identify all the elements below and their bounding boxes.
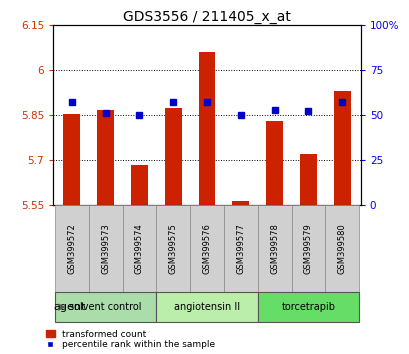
- Bar: [190, 205, 223, 292]
- Bar: [122, 205, 156, 292]
- Bar: [97, 110, 114, 205]
- Bar: [333, 91, 350, 205]
- Text: GSM399578: GSM399578: [270, 223, 279, 274]
- Bar: [299, 154, 316, 205]
- Bar: [156, 292, 257, 322]
- Bar: [131, 165, 148, 205]
- Text: GSM399576: GSM399576: [202, 223, 211, 274]
- Bar: [55, 205, 89, 292]
- Text: GSM399580: GSM399580: [337, 223, 346, 274]
- Bar: [257, 292, 358, 322]
- Text: GSM399579: GSM399579: [303, 223, 312, 274]
- Bar: [89, 205, 122, 292]
- Bar: [156, 205, 190, 292]
- Text: agent: agent: [53, 302, 85, 312]
- Text: GSM399572: GSM399572: [67, 223, 76, 274]
- Bar: [291, 205, 324, 292]
- Bar: [324, 205, 358, 292]
- Bar: [164, 108, 181, 205]
- Bar: [232, 201, 249, 205]
- Bar: [223, 205, 257, 292]
- Bar: [63, 114, 80, 205]
- Text: GSM399574: GSM399574: [135, 223, 144, 274]
- Text: GSM399573: GSM399573: [101, 223, 110, 274]
- Bar: [265, 121, 282, 205]
- Legend: transformed count, percentile rank within the sample: transformed count, percentile rank withi…: [45, 330, 214, 349]
- Text: angiotensin II: angiotensin II: [173, 302, 240, 312]
- Bar: [257, 205, 291, 292]
- Bar: [198, 52, 215, 205]
- Text: solvent control: solvent control: [69, 302, 142, 312]
- Text: GSM399577: GSM399577: [236, 223, 245, 274]
- Title: GDS3556 / 211405_x_at: GDS3556 / 211405_x_at: [123, 10, 290, 24]
- Bar: [55, 292, 156, 322]
- Text: torcetrapib: torcetrapib: [281, 302, 335, 312]
- Text: GSM399575: GSM399575: [169, 223, 178, 274]
